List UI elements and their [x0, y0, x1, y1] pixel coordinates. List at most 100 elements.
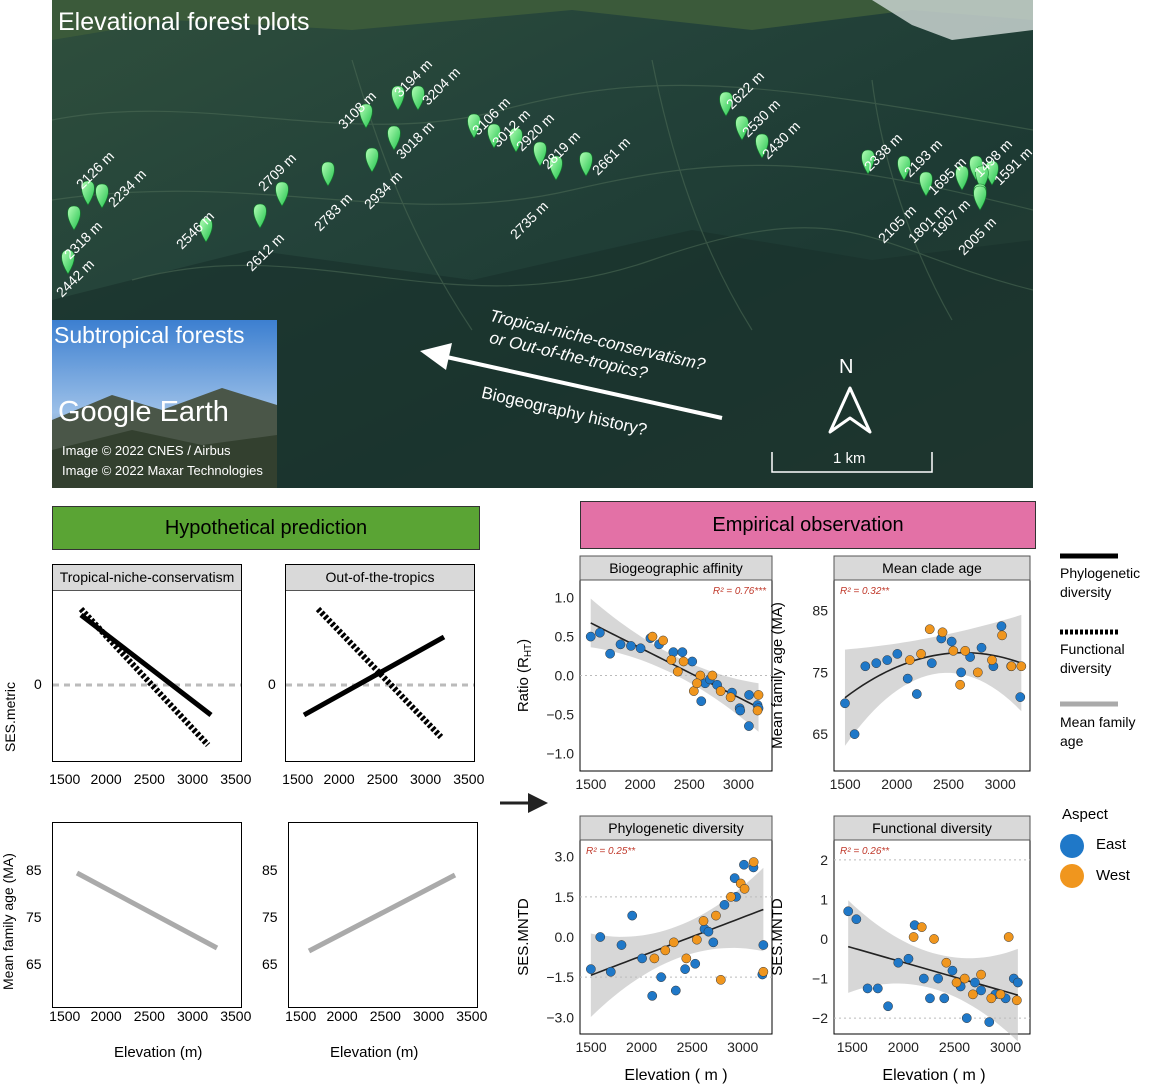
map-pin-icon	[719, 91, 733, 117]
data-point-east	[677, 647, 688, 658]
hyp-xtick: 3500	[220, 771, 252, 787]
data-point-east	[687, 656, 698, 667]
plot-pins	[61, 85, 999, 275]
legend-func-2: diversity	[1060, 660, 1112, 676]
data-point-east	[637, 953, 647, 964]
data-point-west	[951, 977, 962, 988]
data-point-west	[658, 635, 668, 646]
data-point-west	[976, 969, 986, 980]
x-tick-label: 2000	[888, 1039, 919, 1055]
panel-title: Phylogenetic diversity	[608, 820, 743, 836]
data-point-west	[986, 993, 997, 1004]
empirical-x-axis-label: Elevation ( m )	[624, 1067, 727, 1084]
y-tick-label: 2	[820, 852, 828, 868]
data-point-west	[707, 670, 718, 681]
data-point-west	[960, 645, 971, 656]
data-point-west	[698, 916, 709, 926]
hyp-xtick: 3500	[220, 1008, 252, 1024]
hyp-ytick: 65	[26, 956, 42, 972]
data-point-east	[626, 641, 636, 651]
data-point-west	[941, 957, 952, 968]
fit-line	[847, 945, 1019, 996]
data-point-east	[918, 973, 929, 984]
data-point-west	[929, 934, 939, 944]
data-point-east	[680, 964, 690, 974]
data-point-west	[752, 705, 763, 716]
data-point-east	[647, 991, 658, 1001]
x-tick-label: 2500	[939, 1039, 970, 1055]
empirical-plots: Biogeographic affinity R² = 0.76*** 1.0 0.5…	[515, 555, 1031, 1084]
map-pin-icon	[359, 103, 373, 129]
empirical-x-axis-label: Elevation ( m )	[882, 1067, 985, 1084]
map-pin-icon	[509, 127, 523, 153]
legend-aspect-title: Aspect	[1062, 806, 1108, 823]
hyp-xtick: 1500	[49, 1008, 81, 1024]
hyp-panel-age-tnc	[52, 822, 242, 1008]
hyp-xtick: 2000	[323, 771, 355, 787]
data-point-east	[902, 673, 913, 684]
data-point-east	[627, 910, 638, 921]
hyp-xtick: 2500	[133, 1008, 165, 1024]
y-tick-label: −2	[812, 1010, 828, 1026]
y-tick-label: −3.0	[546, 1009, 574, 1025]
map-pin-icon	[533, 141, 547, 167]
hyp-panel-tnc: Tropical-niche-conservatism	[52, 564, 242, 762]
data-point-east	[933, 973, 943, 984]
x-tick-label: 2500	[677, 1039, 708, 1055]
data-point-east	[696, 696, 707, 707]
data-point-west	[959, 973, 970, 984]
image-credit-2: Image © 2022 Maxar Technologies	[62, 463, 263, 478]
data-point-east	[840, 698, 850, 709]
r-squared-label: R² = 0.26**	[840, 846, 890, 857]
map-pin-icon	[321, 161, 335, 187]
hyp-age-ott-plot	[307, 872, 457, 954]
data-point-east	[947, 965, 958, 976]
data-point-east	[586, 964, 596, 974]
hyp-xlabel-right: Elevation (m)	[330, 1044, 419, 1061]
data-point-east	[925, 993, 935, 1004]
data-point-east	[605, 966, 616, 977]
x-tick-label: 1500	[830, 776, 861, 792]
empirical-panel-clade: Mean clade age R² = 0.32** 85 75 65 1500 2000 2…	[769, 555, 1031, 792]
data-point-west	[678, 656, 689, 667]
hyp-tnc-ytick-0: 0	[34, 676, 42, 692]
data-point-west	[726, 892, 736, 902]
satellite-map: 2126 m 2234 m 2318 m 2442 m 2546 m 2709 m 2612…	[52, 0, 1033, 488]
data-point-west	[647, 631, 658, 642]
y-axis-label: SES.MNTD	[769, 898, 786, 976]
west-swatch	[1060, 864, 1084, 888]
data-point-west	[987, 655, 997, 665]
data-point-east	[1013, 977, 1023, 988]
data-point-east	[744, 690, 754, 700]
hyp-xtick: 1500	[285, 1008, 317, 1024]
inset-title: Subtropical forests	[54, 322, 245, 348]
data-point-east	[926, 658, 937, 669]
y-axis-label: Ratio (RHT)	[515, 639, 534, 712]
data-point-east	[956, 667, 967, 678]
image-credit-1: Image © 2022 CNES / Airbus	[62, 443, 231, 458]
data-point-west	[937, 627, 948, 638]
r-squared-label: R² = 0.25**	[586, 846, 636, 857]
map-pin-icon	[365, 147, 379, 173]
hyp-ytick: 65	[262, 956, 278, 972]
map-pin-icon	[253, 203, 267, 229]
map-pin-icon	[61, 249, 75, 275]
hyp-panel-tnc-title: Tropical-niche-conservatism	[53, 565, 241, 591]
map-pin-icon	[897, 155, 911, 181]
data-point-west	[753, 690, 764, 700]
y-tick-label: −0.5	[546, 706, 574, 722]
hyp-xtick: 3000	[177, 1008, 209, 1024]
ridge-line	[52, 164, 1033, 211]
data-point-east	[739, 859, 749, 870]
data-point-east	[843, 906, 854, 917]
map-pin-icon	[411, 85, 425, 111]
data-point-east	[615, 639, 626, 650]
data-point-east	[892, 649, 903, 659]
data-point-east	[911, 689, 922, 699]
tnc-age-line	[75, 870, 219, 951]
tnc-phylo-line	[79, 613, 213, 717]
y-tick-label: −1.5	[546, 969, 574, 985]
hypothetical-prediction-header: Hypothetical prediction	[52, 506, 480, 550]
east-swatch	[1060, 834, 1084, 858]
hyp-ott-ytick-0: 0	[268, 676, 276, 692]
